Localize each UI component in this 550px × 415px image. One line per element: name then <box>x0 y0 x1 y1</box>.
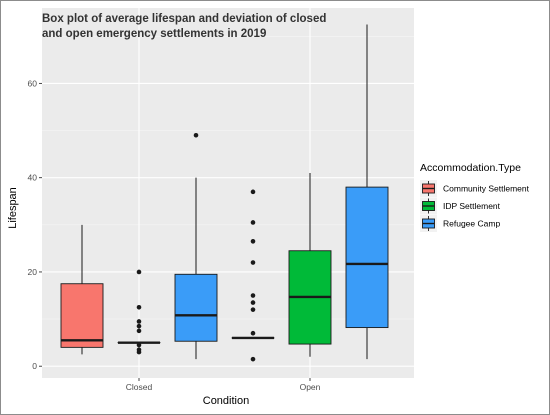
y-tick-label: 20 <box>28 267 38 277</box>
outlier-point <box>136 304 142 310</box>
outlier-point <box>136 269 142 275</box>
outlier-point <box>250 330 256 336</box>
outlier-point <box>250 307 256 312</box>
outlier-point <box>250 300 256 305</box>
box-body <box>60 283 104 348</box>
y-tick-label: 0 <box>32 361 37 371</box>
chart-title-line-2: and open emergency settlements in 2019 <box>42 28 266 40</box>
boxes <box>60 24 389 362</box>
legend-item-idp-settlement: IDP Settlement <box>420 197 501 215</box>
box-idp-settlement-closed <box>117 269 161 355</box>
box-refugee-camp-closed <box>174 132 218 360</box>
outlier-point <box>250 220 256 225</box>
outlier-point <box>136 319 142 324</box>
legend: Accommodation.Type Community Settlement I… <box>420 162 530 232</box>
legend-item-refugee-camp: Refugee Camp <box>420 215 500 232</box>
box-body <box>174 273 218 342</box>
box-body <box>345 186 389 329</box>
box-community-settlement-open <box>231 189 275 362</box>
chart-title-line-1: Box plot of average lifespan and deviati… <box>42 13 326 25</box>
legend-item-label: Refugee Camp <box>443 219 500 229</box>
axes: 0 20 40 60 Closed Open <box>28 78 321 392</box>
legend-item-community-settlement: Community Settlement <box>420 180 530 197</box>
x-tick-label: Open <box>300 382 321 392</box>
y-tick-label: 40 <box>28 173 38 183</box>
legend-item-label: IDP Settlement <box>443 201 501 211</box>
outlier-point <box>250 356 256 362</box>
legend-title: Accommodation.Type <box>420 162 521 174</box>
outlier-point <box>136 347 142 353</box>
outlier-point <box>136 328 142 334</box>
outlier-point <box>250 293 256 298</box>
outlier-point <box>136 342 142 348</box>
x-axis-title: Condition <box>203 395 249 407</box>
box-community-settlement-closed <box>60 224 104 355</box>
x-tick-label: Closed <box>126 382 153 392</box>
y-axis-title: Lifespan <box>7 187 19 229</box>
outlier-point <box>250 260 256 265</box>
legend-item-label: Community Settlement <box>443 184 530 194</box>
outlier-point <box>136 323 142 329</box>
y-tick-label: 60 <box>28 78 38 88</box>
outlier-point <box>193 132 199 138</box>
outlier-point <box>250 239 256 244</box>
legend-items: Community Settlement IDP Settlement Refuge… <box>420 180 530 232</box>
box-refugee-camp-open <box>345 24 389 360</box>
box-idp-settlement-open <box>288 172 332 357</box>
outlier-point <box>250 189 256 195</box>
